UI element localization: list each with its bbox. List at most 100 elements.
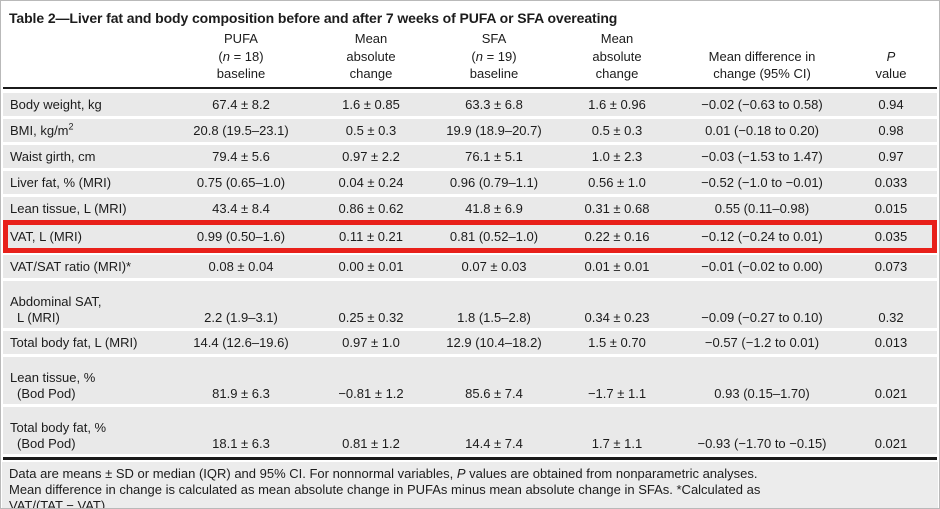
cell-value: −0.81 ± 1.2 <box>338 385 404 401</box>
cell-value: 0.021 <box>874 385 908 401</box>
cell-value: 0.86 ± 0.62 <box>338 200 404 216</box>
header-rule <box>3 86 937 89</box>
cell-value: 0.25 ± 0.32 <box>338 309 404 325</box>
table-row: Abdominal SAT, L (MRI) 2.2 (1.9–3.1) 0.25 … <box>3 281 937 328</box>
cell-value: 67.4 ± 8.2 <box>212 96 270 112</box>
cell-value: 0.75 (0.65–1.0) <box>196 174 286 190</box>
cell-value: 0.01 ± 0.01 <box>584 258 650 274</box>
cell-value: 0.08 ± 0.04 <box>208 258 274 274</box>
row-label: VAT, L (MRI) <box>10 228 82 244</box>
cell-value: 0.5 ± 0.3 <box>345 122 397 138</box>
header-pufa-baseline: PUFA (n = 18) baseline <box>216 31 266 81</box>
cell-value: 0.04 ± 0.24 <box>338 174 404 190</box>
table-row: Lean tissue, % (Bod Pod) 81.9 ± 6.3 −0.81 … <box>3 357 937 404</box>
cell-value: −0.03 (−1.53 to 1.47) <box>701 148 823 164</box>
cell-value: 63.3 ± 6.8 <box>465 96 523 112</box>
cell-value: 0.013 <box>874 334 908 350</box>
row-label: Liver fat, % (MRI) <box>10 174 112 190</box>
cell-value: 0.93 (0.15–1.70) <box>714 385 810 401</box>
cell-value: 0.32 <box>878 309 904 325</box>
cell-value: −0.09 (−0.27 to 0.10) <box>701 309 823 325</box>
table-row: VAT, L (MRI) 0.99 (0.50–1.6) 0.11 ± 0.21 0.… <box>3 220 937 253</box>
cell-value: 19.9 (18.9–20.7) <box>446 122 542 138</box>
row-label: Waist girth, cm <box>10 148 96 164</box>
header-p-value: P value <box>847 48 935 83</box>
p-symbol: P <box>886 48 896 64</box>
cell-value: 1.6 ± 0.96 <box>588 96 646 112</box>
cell-value: 0.033 <box>874 174 908 190</box>
bottom-rule <box>3 457 937 460</box>
cell-value: 1.5 ± 0.70 <box>588 334 646 350</box>
footnote-line: Data are means ± SD or median (IQR) and … <box>9 465 758 481</box>
table-row: Lean tissue, L (MRI) 43.4 ± 8.4 0.86 ± 0.6… <box>3 197 937 220</box>
cell-value: 41.8 ± 6.9 <box>465 200 523 216</box>
cell-value: −0.93 (−1.70 to −0.15) <box>697 435 827 451</box>
cell-value: 0.97 ± 2.2 <box>342 148 400 164</box>
row-label: Abdominal SAT, L (MRI) <box>10 294 102 325</box>
p-symbol: P <box>456 465 466 481</box>
row-label: Total body fat, % (Bod Pod) <box>10 420 107 451</box>
table-row: Total body fat, % (Bod Pod) 18.1 ± 6.3 0.8… <box>3 407 937 454</box>
cell-value: 20.8 (19.5–23.1) <box>193 122 289 138</box>
row-label: Lean tissue, % (Bod Pod) <box>10 370 96 401</box>
table-body: Body weight, kg 67.4 ± 8.2 1.6 ± 0.85 63.3 … <box>1 89 939 457</box>
cell-value: 0.81 (0.52–1.0) <box>449 228 539 244</box>
footnote-line: Mean difference in change is calculated … <box>9 481 761 497</box>
table-row: Liver fat, % (MRI) 0.75 (0.65–1.0) 0.04 ± … <box>3 171 937 194</box>
cell-value: 0.00 ± 0.01 <box>338 258 404 274</box>
cell-value: 0.98 <box>878 122 904 138</box>
cell-value: 0.22 ± 0.16 <box>584 228 650 244</box>
cell-value: 76.1 ± 5.1 <box>465 148 523 164</box>
cell-value: 79.4 ± 5.6 <box>212 148 270 164</box>
cell-value: 43.4 ± 8.4 <box>212 200 270 216</box>
cell-value: 0.11 ± 0.21 <box>339 228 403 244</box>
cell-value: 1.0 ± 2.3 <box>591 148 643 164</box>
cell-value: 81.9 ± 6.3 <box>212 385 270 401</box>
cell-value: −1.7 ± 1.1 <box>587 385 647 401</box>
row-label: Lean tissue, L (MRI) <box>10 200 127 216</box>
cell-value: −0.12 (−0.24 to 0.01) <box>701 228 823 244</box>
table-footnote: Data are means ± SD or median (IQR) and … <box>2 461 938 509</box>
header-pufa-mean-change: Mean absolute change <box>346 31 396 81</box>
cell-value: −0.01 (−0.02 to 0.00) <box>701 258 823 274</box>
cell-value: −0.02 (−0.63 to 0.58) <box>701 96 823 112</box>
cell-value: 85.6 ± 7.4 <box>465 385 523 401</box>
cell-value: 2.2 (1.9–3.1) <box>204 309 278 325</box>
cell-value: 0.5 ± 0.3 <box>591 122 643 138</box>
cell-value: 0.035 <box>874 228 908 244</box>
cell-value: 0.07 ± 0.03 <box>461 258 527 274</box>
table-row: VAT/SAT ratio (MRI)* 0.08 ± 0.04 0.00 ± 0.… <box>3 255 937 278</box>
row-label: VAT/SAT ratio (MRI)* <box>10 258 132 274</box>
cell-value: 0.021 <box>874 435 908 451</box>
cell-value: −0.57 (−1.2 to 0.01) <box>704 334 820 350</box>
cell-value: 0.015 <box>874 200 908 216</box>
cell-value: 1.8 (1.5–2.8) <box>457 309 531 325</box>
row-label: Body weight, kg <box>10 96 102 112</box>
cell-value: 18.1 ± 6.3 <box>212 435 270 451</box>
cell-value: 0.97 ± 1.0 <box>342 334 400 350</box>
cell-value: 0.94 <box>878 96 904 112</box>
n-symbol: n <box>222 48 230 64</box>
cell-value: 0.01 (−0.18 to 0.20) <box>705 122 819 138</box>
cell-value: 14.4 (12.6–19.6) <box>193 334 289 350</box>
cell-value: 0.55 (0.11–0.98) <box>714 200 810 216</box>
cell-value: 0.81 ± 1.2 <box>342 435 400 451</box>
table-title: Table 2—Liver fat and body composition b… <box>9 10 618 26</box>
cell-value: −0.52 (−1.0 to −0.01) <box>701 174 823 190</box>
table-row: Total body fat, L (MRI) 14.4 (12.6–19.6) 0… <box>3 331 937 354</box>
cell-value: 0.97 <box>878 148 904 164</box>
cell-value: 0.073 <box>874 258 908 274</box>
cell-value: 12.9 (10.4–18.2) <box>446 334 542 350</box>
cell-value: 0.56 ± 1.0 <box>588 174 646 190</box>
table-row: Waist girth, cm 79.4 ± 5.6 0.97 ± 2.2 76.1 … <box>3 145 937 168</box>
cell-value: 0.96 (0.79–1.1) <box>449 174 539 190</box>
cell-value: 1.6 ± 0.85 <box>342 96 400 112</box>
cell-value: 0.99 (0.50–1.6) <box>196 228 286 244</box>
footnote-line: VAT/(TAT − VAT). <box>9 497 109 509</box>
row-label: BMI, kg/m2 <box>10 121 74 138</box>
header-sfa-baseline: SFA (n = 19) baseline <box>469 31 519 81</box>
cell-value: 14.4 ± 7.4 <box>465 435 523 451</box>
cell-value: 0.31 ± 0.68 <box>584 200 650 216</box>
header-sfa-mean-change: Mean absolute change <box>592 31 642 81</box>
cell-value: 1.7 ± 1.1 <box>591 435 643 451</box>
